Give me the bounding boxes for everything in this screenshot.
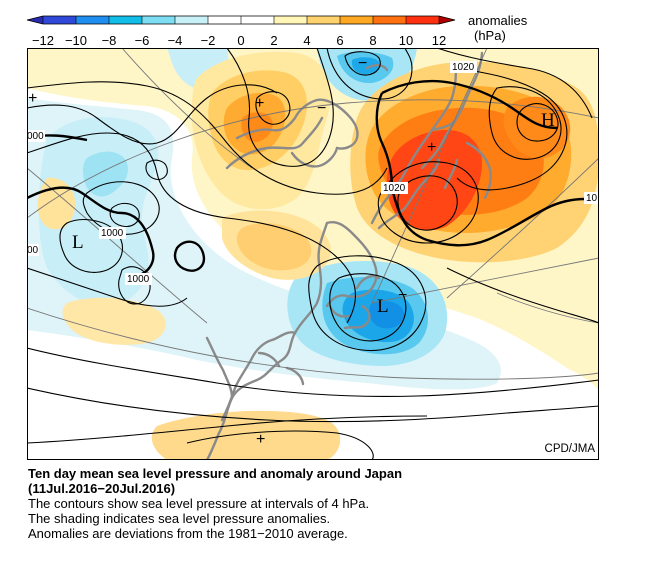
color-bar-swatch: [373, 16, 407, 24]
contour-labels: 1020 1020 1000 1000 000 00: [27, 61, 599, 285]
color-bar-swatch: [307, 16, 341, 24]
svg-text:1020: 1020: [452, 62, 475, 73]
color-bar-high-arrow: [439, 16, 455, 24]
color-bar-tick-label: 12: [432, 33, 446, 48]
contour-label-1000-south: 1000: [125, 273, 152, 285]
contour-label-1000-west: 1000: [99, 227, 126, 239]
contour-label-edge-right: 10: [584, 192, 599, 204]
contour-label-edge-upper: 000: [27, 130, 45, 142]
color-bar-swatch: [208, 16, 242, 24]
legend-units: anomalies (hPa): [468, 13, 527, 43]
color-bar-tick-label: −12: [32, 33, 54, 48]
color-bar-tick-label: −4: [168, 33, 183, 48]
map-frame: [27, 48, 599, 460]
low-pressure-center-symbol-south: L: [377, 296, 389, 317]
map-credit: CPD/JMA: [545, 443, 596, 455]
map-caption: Ten day mean sea level pressure and anom…: [28, 466, 628, 541]
color-bar-swatch: [142, 16, 176, 24]
color-bar-tick-label: −8: [102, 33, 117, 48]
negative-anomaly-marker: −: [358, 55, 367, 72]
svg-text:1020: 1020: [383, 183, 406, 194]
color-bar-tick-label: 2: [270, 33, 277, 48]
color-bar-tick-label: −10: [65, 33, 87, 48]
color-bar-tick-label: 6: [336, 33, 343, 48]
caption-period: (11Jul.2016−20Jul.2016): [28, 481, 176, 496]
legend-unit: (hPa): [474, 28, 506, 43]
color-bar-low-arrow: [27, 16, 43, 24]
color-bar-swatch: [241, 16, 275, 24]
color-bar-tick-label: 4: [303, 33, 310, 48]
legend-title: anomalies: [468, 13, 528, 28]
color-bar-tick-label: −2: [201, 33, 216, 48]
color-bar-swatch: [76, 16, 110, 24]
color-bar-tick-label: −6: [135, 33, 150, 48]
color-bar-swatch: [109, 16, 143, 24]
positive-anomaly-marker: +: [427, 139, 436, 156]
anomaly-markers: + + + + − − −: [28, 55, 436, 448]
svg-text:1000: 1000: [101, 228, 124, 239]
color-bar-swatch: [274, 16, 308, 24]
high-pressure-center-symbol: H: [541, 110, 555, 131]
color-bar-swatch: [175, 16, 209, 24]
anomaly-color-bar: −12 −10 −8 −6 −4 −2 0 2 4 6 8 10 12: [26, 15, 456, 48]
contour-label-edge-lower: 00: [27, 244, 39, 256]
positive-anomaly-marker: +: [28, 90, 37, 107]
color-bar-swatch: [43, 16, 77, 24]
caption-line-shading: The shading indicates sea level pressure…: [28, 511, 331, 526]
caption-line-anomalies: Anomalies are deviations from the 1981−2…: [28, 526, 348, 541]
pressure-anomaly-map: 1020 1020 1000 1000 000 00: [27, 48, 599, 460]
svg-text:000: 000: [27, 131, 44, 142]
positive-anomaly-marker: +: [255, 95, 264, 112]
contour-label-1020-north: 1020: [450, 61, 477, 73]
color-bar-tick-label: 0: [237, 33, 244, 48]
low-pressure-center-symbol-west: L: [72, 232, 84, 253]
caption-title: Ten day mean sea level pressure and anom…: [28, 466, 403, 481]
thick-isobar-contours: [27, 79, 599, 278]
negative-anomaly-marker: −: [317, 100, 326, 117]
color-bar-tick-label: 10: [399, 33, 413, 48]
svg-text:10: 10: [586, 193, 598, 204]
svg-text:00: 00: [27, 245, 39, 256]
color-bar-tick-label: 8: [369, 33, 376, 48]
caption-line-contours: The contours show sea level pressure at …: [28, 496, 370, 511]
pressure-centers: H L L: [72, 110, 555, 317]
negative-anomaly-marker: −: [398, 287, 407, 304]
color-bar-ticks: −12 −10 −8 −6 −4 −2 0 2 4 6 8 10 12: [32, 16, 446, 48]
isobar-contours: [27, 48, 599, 460]
color-bar-swatch: [340, 16, 374, 24]
color-bar-swatch: [406, 16, 440, 24]
svg-text:1000: 1000: [127, 274, 150, 285]
contour-label-1020-south: 1020: [381, 182, 408, 194]
positive-anomaly-marker: +: [256, 431, 265, 448]
